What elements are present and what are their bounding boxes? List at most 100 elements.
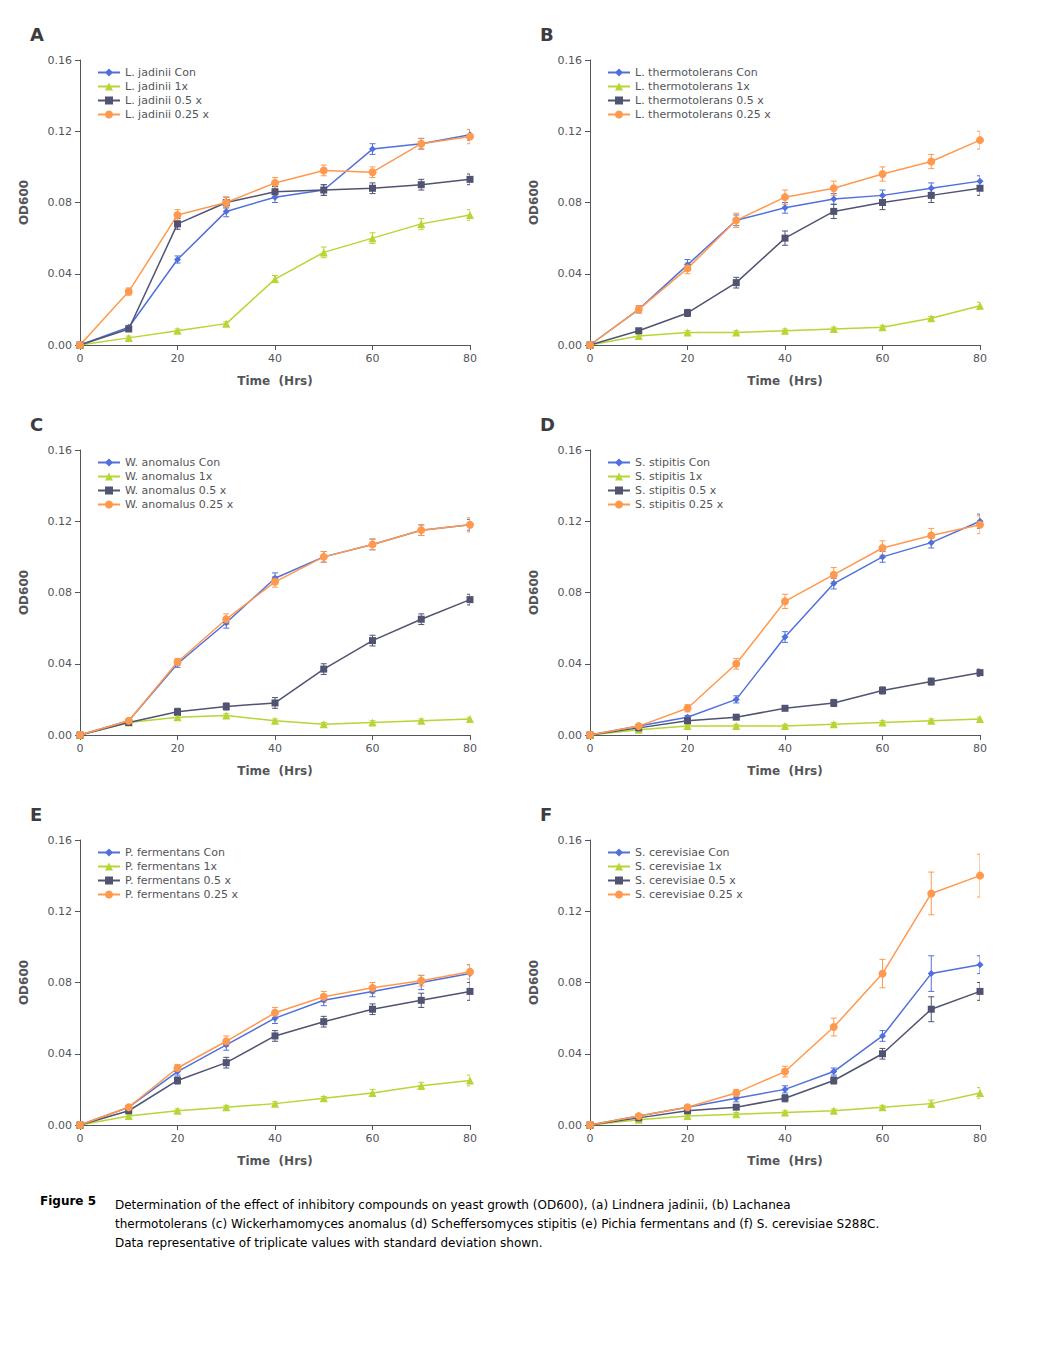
svg-text:60: 60 (366, 1132, 380, 1145)
svg-text:P. fermentans 0.5 x: P. fermentans 0.5 x (125, 874, 232, 887)
svg-text:0.08: 0.08 (558, 196, 583, 209)
svg-text:0.08: 0.08 (48, 976, 73, 989)
svg-text:L. thermotolerans 0.5 x: L. thermotolerans 0.5 x (635, 94, 764, 107)
svg-text:0.04: 0.04 (48, 657, 73, 670)
svg-text:0.12: 0.12 (48, 515, 73, 528)
svg-text:0: 0 (587, 352, 594, 365)
svg-text:40: 40 (268, 742, 282, 755)
svg-text:Data representative of triplic: Data representative of triplicate values… (115, 1236, 543, 1250)
svg-text:A: A (30, 24, 44, 45)
svg-text:0.04: 0.04 (558, 267, 583, 280)
svg-text:L. thermotolerans 1x: L. thermotolerans 1x (635, 80, 750, 93)
svg-text:0: 0 (77, 1132, 84, 1145)
svg-text:20: 20 (681, 742, 695, 755)
svg-text:L. thermotolerans Con: L. thermotolerans Con (635, 66, 758, 79)
svg-text:60: 60 (366, 742, 380, 755)
svg-text:0.00: 0.00 (48, 1119, 73, 1132)
svg-text:80: 80 (463, 352, 477, 365)
svg-text:P. fermentans 0.25 x: P. fermentans 0.25 x (125, 888, 239, 901)
svg-text:L. jadinii 0.25 x: L. jadinii 0.25 x (125, 108, 210, 121)
svg-text:20: 20 (171, 1132, 185, 1145)
svg-text:0: 0 (587, 742, 594, 755)
svg-text:0.08: 0.08 (558, 586, 583, 599)
svg-text:L. jadinii 1x: L. jadinii 1x (125, 80, 189, 93)
svg-text:0.04: 0.04 (48, 1047, 73, 1060)
svg-text:OD600: OD600 (527, 180, 541, 225)
svg-text:W. anomalus 0.25 x: W. anomalus 0.25 x (125, 498, 234, 511)
svg-text:S. cerevisiae 0.25 x: S. cerevisiae 0.25 x (635, 888, 743, 901)
svg-text:40: 40 (778, 1132, 792, 1145)
svg-text:60: 60 (876, 352, 890, 365)
svg-text:0.12: 0.12 (48, 125, 73, 138)
svg-text:S. cerevisiae Con: S. cerevisiae Con (635, 846, 730, 859)
svg-text:Time (Hrs): Time (Hrs) (747, 764, 822, 778)
svg-text:P. fermentans 1x: P. fermentans 1x (125, 860, 218, 873)
svg-text:0.00: 0.00 (558, 1119, 583, 1132)
svg-text:80: 80 (463, 742, 477, 755)
svg-text:80: 80 (973, 1132, 987, 1145)
svg-text:0.08: 0.08 (558, 976, 583, 989)
svg-text:P. fermentans Con: P. fermentans Con (125, 846, 225, 859)
svg-text:20: 20 (171, 742, 185, 755)
svg-text:0.16: 0.16 (48, 444, 73, 457)
svg-text:OD600: OD600 (17, 960, 31, 1005)
svg-text:60: 60 (876, 1132, 890, 1145)
svg-text:thermotolerans (c) Wickerhamom: thermotolerans (c) Wickerhamomyces anoma… (115, 1217, 879, 1231)
svg-text:B: B (540, 24, 554, 45)
svg-text:0.08: 0.08 (48, 196, 73, 209)
svg-text:OD600: OD600 (17, 180, 31, 225)
svg-text:0.12: 0.12 (558, 515, 583, 528)
svg-text:OD600: OD600 (17, 570, 31, 615)
svg-text:0.08: 0.08 (48, 586, 73, 599)
svg-text:0.00: 0.00 (48, 729, 73, 742)
svg-text:Determination of the effect of: Determination of the effect of inhibitor… (115, 1198, 791, 1212)
svg-text:40: 40 (268, 352, 282, 365)
svg-text:40: 40 (778, 742, 792, 755)
svg-text:40: 40 (778, 352, 792, 365)
svg-text:40: 40 (268, 1132, 282, 1145)
svg-text:60: 60 (876, 742, 890, 755)
svg-text:S. stipitis 0.25 x: S. stipitis 0.25 x (635, 498, 724, 511)
svg-text:Time (Hrs): Time (Hrs) (747, 1154, 822, 1168)
svg-text:0.16: 0.16 (48, 834, 73, 847)
svg-text:0.00: 0.00 (558, 729, 583, 742)
svg-text:S. stipitis 0.5 x: S. stipitis 0.5 x (635, 484, 717, 497)
svg-text:0: 0 (77, 352, 84, 365)
svg-text:S. cerevisiae 1x: S. cerevisiae 1x (635, 860, 722, 873)
svg-text:0.16: 0.16 (48, 54, 73, 67)
svg-text:0.16: 0.16 (558, 444, 583, 457)
svg-text:S. stipitis Con: S. stipitis Con (635, 456, 710, 469)
svg-text:0.04: 0.04 (48, 267, 73, 280)
svg-text:Figure 5: Figure 5 (40, 1194, 96, 1208)
svg-text:0.12: 0.12 (558, 905, 583, 918)
svg-text:0.12: 0.12 (48, 905, 73, 918)
svg-text:W. anomalus 1x: W. anomalus 1x (125, 470, 213, 483)
svg-text:0.16: 0.16 (558, 54, 583, 67)
svg-text:OD600: OD600 (527, 570, 541, 615)
svg-text:20: 20 (681, 352, 695, 365)
svg-text:60: 60 (366, 352, 380, 365)
svg-text:E: E (30, 804, 42, 825)
svg-text:Time (Hrs): Time (Hrs) (237, 764, 312, 778)
svg-text:0.04: 0.04 (558, 1047, 583, 1060)
svg-text:D: D (540, 414, 555, 435)
svg-text:S. stipitis 1x: S. stipitis 1x (635, 470, 703, 483)
svg-text:80: 80 (973, 352, 987, 365)
svg-text:0: 0 (77, 742, 84, 755)
svg-text:Time (Hrs): Time (Hrs) (237, 1154, 312, 1168)
svg-text:W. anomalus Con: W. anomalus Con (125, 456, 220, 469)
svg-text:W. anomalus 0.5 x: W. anomalus 0.5 x (125, 484, 227, 497)
svg-text:OD600: OD600 (527, 960, 541, 1005)
svg-text:0.16: 0.16 (558, 834, 583, 847)
svg-text:L. thermotolerans 0.25 x: L. thermotolerans 0.25 x (635, 108, 771, 121)
svg-text:S. cerevisiae 0.5 x: S. cerevisiae 0.5 x (635, 874, 736, 887)
svg-text:80: 80 (973, 742, 987, 755)
svg-text:20: 20 (681, 1132, 695, 1145)
svg-text:0.00: 0.00 (558, 339, 583, 352)
svg-text:Time (Hrs): Time (Hrs) (237, 374, 312, 388)
svg-text:0.04: 0.04 (558, 657, 583, 670)
svg-text:0.12: 0.12 (558, 125, 583, 138)
svg-text:F: F (540, 804, 552, 825)
svg-text:C: C (30, 414, 43, 435)
svg-text:L. jadinii 0.5 x: L. jadinii 0.5 x (125, 94, 203, 107)
